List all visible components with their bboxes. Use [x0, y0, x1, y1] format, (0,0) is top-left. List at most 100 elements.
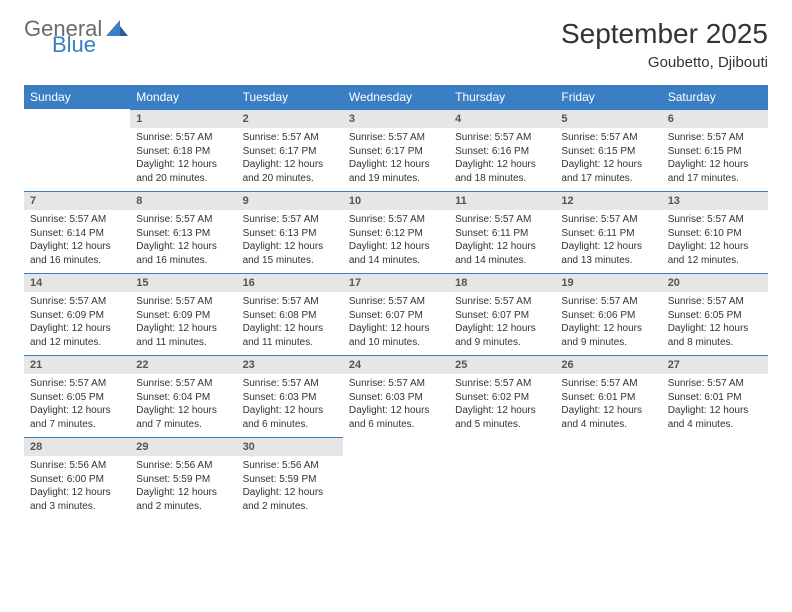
day-number: 26 — [555, 355, 661, 374]
day-number: 19 — [555, 273, 661, 292]
day-body: Sunrise: 5:57 AMSunset: 6:11 PMDaylight:… — [449, 210, 555, 272]
day-cell: 22Sunrise: 5:57 AMSunset: 6:04 PMDayligh… — [130, 355, 236, 437]
day-cell: 2Sunrise: 5:57 AMSunset: 6:17 PMDaylight… — [237, 109, 343, 191]
day-number: 25 — [449, 355, 555, 374]
weekday-header: Thursday — [449, 85, 555, 109]
day-body: Sunrise: 5:57 AMSunset: 6:03 PMDaylight:… — [343, 374, 449, 436]
day-body: Sunrise: 5:57 AMSunset: 6:09 PMDaylight:… — [24, 292, 130, 354]
day-number: 4 — [449, 109, 555, 128]
day-body: Sunrise: 5:57 AMSunset: 6:08 PMDaylight:… — [237, 292, 343, 354]
weekday-header: Tuesday — [237, 85, 343, 109]
day-cell: 21Sunrise: 5:57 AMSunset: 6:05 PMDayligh… — [24, 355, 130, 437]
day-cell: 17Sunrise: 5:57 AMSunset: 6:07 PMDayligh… — [343, 273, 449, 355]
day-number: 27 — [662, 355, 768, 374]
day-body: Sunrise: 5:57 AMSunset: 6:02 PMDaylight:… — [449, 374, 555, 436]
day-body: Sunrise: 5:57 AMSunset: 6:05 PMDaylight:… — [662, 292, 768, 354]
day-body: Sunrise: 5:57 AMSunset: 6:09 PMDaylight:… — [130, 292, 236, 354]
day-cell: 28Sunrise: 5:56 AMSunset: 6:00 PMDayligh… — [24, 437, 130, 519]
weekday-header: Sunday — [24, 85, 130, 109]
day-body: Sunrise: 5:57 AMSunset: 6:13 PMDaylight:… — [237, 210, 343, 272]
day-cell — [662, 437, 768, 519]
day-body: Sunrise: 5:57 AMSunset: 6:04 PMDaylight:… — [130, 374, 236, 436]
weekday-header: Friday — [555, 85, 661, 109]
calendar-body: 1Sunrise: 5:57 AMSunset: 6:18 PMDaylight… — [24, 109, 768, 519]
table-row: 1Sunrise: 5:57 AMSunset: 6:18 PMDaylight… — [24, 109, 768, 191]
day-cell: 18Sunrise: 5:57 AMSunset: 6:07 PMDayligh… — [449, 273, 555, 355]
calendar-table: SundayMondayTuesdayWednesdayThursdayFrid… — [24, 85, 768, 519]
day-number: 21 — [24, 355, 130, 374]
day-cell: 23Sunrise: 5:57 AMSunset: 6:03 PMDayligh… — [237, 355, 343, 437]
day-body: Sunrise: 5:57 AMSunset: 6:06 PMDaylight:… — [555, 292, 661, 354]
day-number: 10 — [343, 191, 449, 210]
day-body: Sunrise: 5:57 AMSunset: 6:17 PMDaylight:… — [343, 128, 449, 190]
day-number: 23 — [237, 355, 343, 374]
day-number: 9 — [237, 191, 343, 210]
day-number: 22 — [130, 355, 236, 374]
day-number: 6 — [662, 109, 768, 128]
day-body: Sunrise: 5:57 AMSunset: 6:07 PMDaylight:… — [343, 292, 449, 354]
day-cell: 14Sunrise: 5:57 AMSunset: 6:09 PMDayligh… — [24, 273, 130, 355]
day-body: Sunrise: 5:57 AMSunset: 6:14 PMDaylight:… — [24, 210, 130, 272]
day-number: 2 — [237, 109, 343, 128]
day-cell: 15Sunrise: 5:57 AMSunset: 6:09 PMDayligh… — [130, 273, 236, 355]
day-cell: 27Sunrise: 5:57 AMSunset: 6:01 PMDayligh… — [662, 355, 768, 437]
day-cell: 30Sunrise: 5:56 AMSunset: 5:59 PMDayligh… — [237, 437, 343, 519]
day-body: Sunrise: 5:57 AMSunset: 6:10 PMDaylight:… — [662, 210, 768, 272]
day-body: Sunrise: 5:57 AMSunset: 6:03 PMDaylight:… — [237, 374, 343, 436]
day-body: Sunrise: 5:57 AMSunset: 6:01 PMDaylight:… — [662, 374, 768, 436]
day-number: 1 — [130, 109, 236, 128]
day-cell: 4Sunrise: 5:57 AMSunset: 6:16 PMDaylight… — [449, 109, 555, 191]
day-cell: 11Sunrise: 5:57 AMSunset: 6:11 PMDayligh… — [449, 191, 555, 273]
day-cell — [449, 437, 555, 519]
logo: General Blue — [24, 18, 128, 56]
day-cell: 25Sunrise: 5:57 AMSunset: 6:02 PMDayligh… — [449, 355, 555, 437]
day-cell: 20Sunrise: 5:57 AMSunset: 6:05 PMDayligh… — [662, 273, 768, 355]
day-cell: 16Sunrise: 5:57 AMSunset: 6:08 PMDayligh… — [237, 273, 343, 355]
page-title: September 2025 — [561, 18, 768, 50]
day-number: 12 — [555, 191, 661, 210]
day-cell: 9Sunrise: 5:57 AMSunset: 6:13 PMDaylight… — [237, 191, 343, 273]
day-number: 18 — [449, 273, 555, 292]
day-body: Sunrise: 5:57 AMSunset: 6:01 PMDaylight:… — [555, 374, 661, 436]
day-number: 11 — [449, 191, 555, 210]
day-body: Sunrise: 5:57 AMSunset: 6:18 PMDaylight:… — [130, 128, 236, 190]
table-row: 21Sunrise: 5:57 AMSunset: 6:05 PMDayligh… — [24, 355, 768, 437]
table-row: 14Sunrise: 5:57 AMSunset: 6:09 PMDayligh… — [24, 273, 768, 355]
day-body: Sunrise: 5:57 AMSunset: 6:15 PMDaylight:… — [662, 128, 768, 190]
day-cell: 19Sunrise: 5:57 AMSunset: 6:06 PMDayligh… — [555, 273, 661, 355]
day-body: Sunrise: 5:57 AMSunset: 6:16 PMDaylight:… — [449, 128, 555, 190]
day-body: Sunrise: 5:57 AMSunset: 6:12 PMDaylight:… — [343, 210, 449, 272]
logo-text-blue: Blue — [52, 34, 128, 56]
day-number: 5 — [555, 109, 661, 128]
day-cell: 12Sunrise: 5:57 AMSunset: 6:11 PMDayligh… — [555, 191, 661, 273]
table-row: 7Sunrise: 5:57 AMSunset: 6:14 PMDaylight… — [24, 191, 768, 273]
day-cell: 1Sunrise: 5:57 AMSunset: 6:18 PMDaylight… — [130, 109, 236, 191]
location-label: Goubetto, Djibouti — [561, 54, 768, 71]
day-body: Sunrise: 5:57 AMSunset: 6:11 PMDaylight:… — [555, 210, 661, 272]
day-cell: 29Sunrise: 5:56 AMSunset: 5:59 PMDayligh… — [130, 437, 236, 519]
day-cell: 24Sunrise: 5:57 AMSunset: 6:03 PMDayligh… — [343, 355, 449, 437]
day-number: 20 — [662, 273, 768, 292]
day-number: 24 — [343, 355, 449, 374]
day-body: Sunrise: 5:57 AMSunset: 6:17 PMDaylight:… — [237, 128, 343, 190]
day-cell — [555, 437, 661, 519]
day-number: 3 — [343, 109, 449, 128]
day-number: 13 — [662, 191, 768, 210]
day-body: Sunrise: 5:57 AMSunset: 6:13 PMDaylight:… — [130, 210, 236, 272]
day-cell: 26Sunrise: 5:57 AMSunset: 6:01 PMDayligh… — [555, 355, 661, 437]
header: General Blue September 2025 Goubetto, Dj… — [24, 18, 768, 71]
weekday-header: Monday — [130, 85, 236, 109]
day-cell — [343, 437, 449, 519]
day-body: Sunrise: 5:56 AMSunset: 5:59 PMDaylight:… — [130, 456, 236, 518]
day-cell: 5Sunrise: 5:57 AMSunset: 6:15 PMDaylight… — [555, 109, 661, 191]
day-body: Sunrise: 5:57 AMSunset: 6:15 PMDaylight:… — [555, 128, 661, 190]
weekday-header: Wednesday — [343, 85, 449, 109]
day-cell: 13Sunrise: 5:57 AMSunset: 6:10 PMDayligh… — [662, 191, 768, 273]
day-number: 17 — [343, 273, 449, 292]
day-number: 28 — [24, 437, 130, 456]
day-number: 29 — [130, 437, 236, 456]
weekday-header: Saturday — [662, 85, 768, 109]
table-row: 28Sunrise: 5:56 AMSunset: 6:00 PMDayligh… — [24, 437, 768, 519]
day-number: 14 — [24, 273, 130, 292]
title-block: September 2025 Goubetto, Djibouti — [561, 18, 768, 71]
